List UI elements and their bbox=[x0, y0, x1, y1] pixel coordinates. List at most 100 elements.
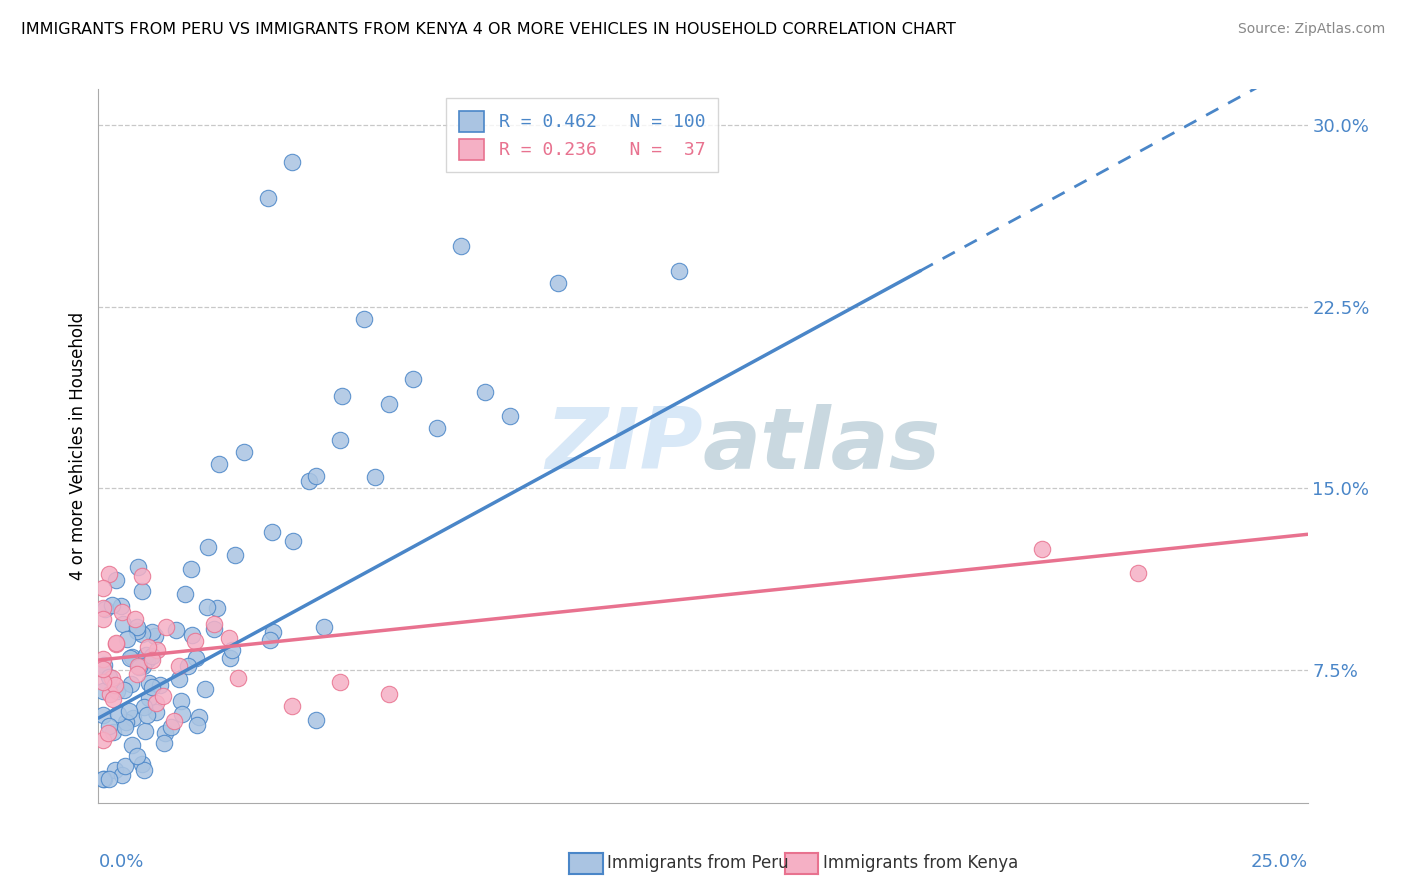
Point bbox=[377, 687, 399, 701]
Point bbox=[208, 457, 231, 471]
Point bbox=[329, 433, 352, 447]
Point bbox=[145, 696, 167, 710]
Text: atlas: atlas bbox=[703, 404, 941, 488]
Point bbox=[314, 620, 336, 634]
Y-axis label: 4 or more Vehicles in Household: 4 or more Vehicles in Household bbox=[69, 312, 87, 580]
Point bbox=[364, 470, 387, 484]
Point bbox=[202, 616, 225, 631]
Point bbox=[101, 672, 124, 686]
Point bbox=[112, 683, 135, 698]
Point bbox=[402, 372, 425, 386]
Point bbox=[330, 389, 353, 403]
Point bbox=[163, 714, 186, 729]
Point bbox=[298, 474, 321, 488]
Point bbox=[91, 708, 114, 723]
Point bbox=[91, 612, 114, 626]
Point bbox=[165, 623, 187, 637]
Point bbox=[668, 263, 690, 277]
Point bbox=[450, 239, 472, 253]
Point bbox=[132, 659, 155, 673]
Point bbox=[194, 682, 217, 697]
Point bbox=[173, 587, 195, 601]
Point bbox=[107, 706, 129, 721]
Point bbox=[125, 667, 148, 681]
Point bbox=[91, 733, 114, 747]
Point bbox=[281, 534, 304, 549]
Point bbox=[143, 629, 166, 643]
Point bbox=[131, 584, 153, 599]
Legend: R = 0.462   N = 100, R = 0.236   N =  37: R = 0.462 N = 100, R = 0.236 N = 37 bbox=[446, 98, 718, 172]
Point bbox=[128, 660, 150, 674]
Point bbox=[91, 662, 114, 676]
Point bbox=[114, 714, 136, 729]
Point bbox=[97, 726, 120, 740]
Text: Immigrants from Kenya: Immigrants from Kenya bbox=[823, 855, 1018, 872]
Point bbox=[205, 600, 228, 615]
Point bbox=[97, 566, 120, 581]
Point bbox=[127, 620, 149, 634]
Point bbox=[1031, 541, 1053, 556]
Point bbox=[93, 657, 115, 672]
Point bbox=[91, 675, 114, 690]
Point bbox=[219, 651, 242, 665]
Point bbox=[101, 724, 124, 739]
Point bbox=[111, 605, 134, 619]
Point bbox=[498, 409, 520, 423]
Point bbox=[91, 581, 114, 595]
Point bbox=[93, 772, 115, 786]
Point bbox=[153, 726, 176, 740]
Point bbox=[262, 524, 284, 539]
Point bbox=[167, 672, 190, 686]
Point bbox=[93, 683, 115, 698]
Point bbox=[107, 684, 129, 698]
Point bbox=[121, 649, 143, 664]
Point bbox=[105, 637, 128, 651]
Point bbox=[131, 627, 153, 641]
Point bbox=[138, 691, 160, 706]
Point bbox=[329, 674, 352, 689]
Point bbox=[138, 676, 160, 690]
Point bbox=[155, 619, 177, 633]
Text: 0.0%: 0.0% bbox=[98, 853, 143, 871]
Text: ZIP: ZIP bbox=[546, 404, 703, 488]
Point bbox=[145, 642, 167, 657]
Point bbox=[127, 748, 149, 763]
Point bbox=[547, 276, 569, 290]
Point bbox=[129, 652, 152, 666]
Point bbox=[180, 628, 202, 642]
Point bbox=[121, 738, 143, 752]
Point bbox=[98, 687, 121, 701]
Point bbox=[202, 622, 225, 636]
Point bbox=[114, 759, 136, 773]
Point bbox=[132, 764, 155, 778]
Point bbox=[160, 720, 183, 734]
Point bbox=[114, 720, 136, 734]
Point bbox=[167, 658, 190, 673]
Point bbox=[104, 678, 127, 692]
Point bbox=[91, 600, 114, 615]
Point bbox=[177, 659, 200, 673]
Point bbox=[141, 680, 163, 694]
Point bbox=[305, 469, 328, 483]
Point bbox=[152, 736, 174, 750]
Point bbox=[218, 632, 240, 646]
Text: 25.0%: 25.0% bbox=[1250, 853, 1308, 871]
Point bbox=[94, 602, 117, 616]
Point bbox=[170, 694, 193, 708]
Point bbox=[474, 384, 496, 399]
Point bbox=[131, 756, 153, 771]
Point bbox=[134, 724, 156, 739]
Point bbox=[134, 699, 156, 714]
Point bbox=[134, 648, 156, 662]
Point bbox=[221, 642, 243, 657]
Point bbox=[184, 634, 207, 648]
Point bbox=[141, 624, 163, 639]
Point bbox=[141, 653, 163, 667]
Point bbox=[127, 659, 149, 673]
Point bbox=[226, 671, 249, 685]
Text: Immigrants from Peru: Immigrants from Peru bbox=[607, 855, 789, 872]
Point bbox=[152, 690, 174, 704]
Point bbox=[136, 640, 159, 654]
Point bbox=[115, 632, 138, 647]
Point bbox=[91, 652, 114, 666]
